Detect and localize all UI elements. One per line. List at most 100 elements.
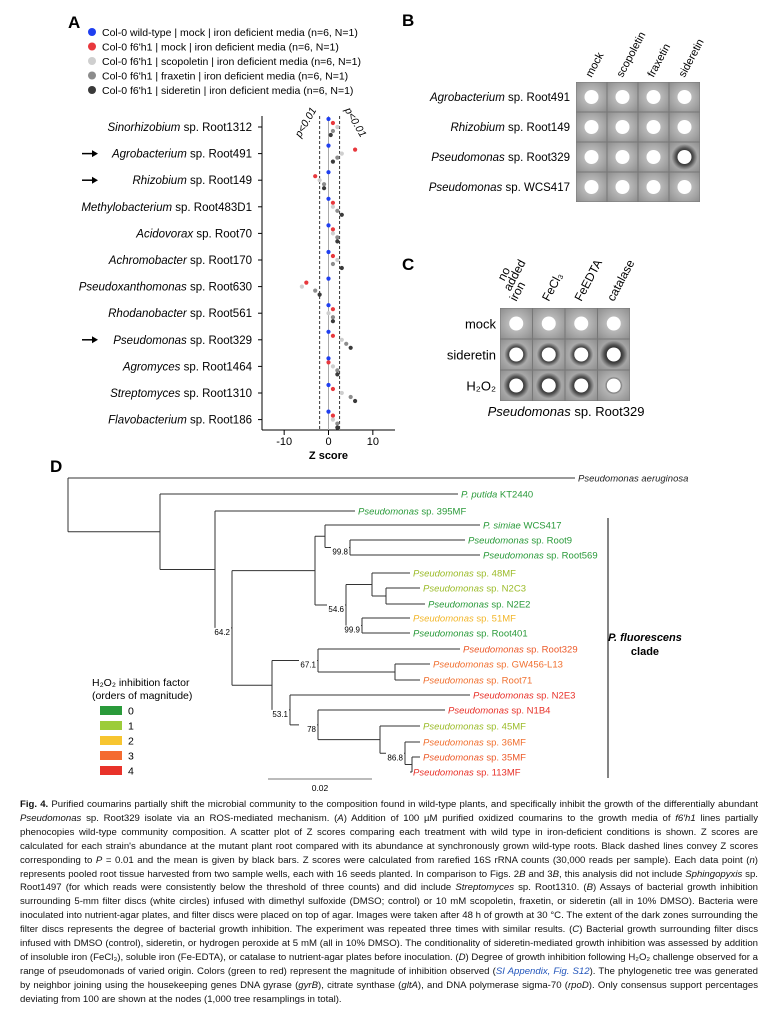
caption-text: Purified coumarins partially shift the m… (48, 799, 759, 810)
genus: Pseudomonas (423, 722, 484, 733)
caption-text: rpoD (567, 979, 589, 991)
strain-label: Rhizobium sp. Root149 (132, 175, 252, 187)
strain: sp. Root71 (484, 676, 533, 687)
strain: sp. Root329 (524, 645, 578, 656)
strain-label: Pseudoxanthomonas sp. Root630 (79, 282, 252, 294)
support-value: 53.1 (272, 710, 288, 719)
row-label: Agrobacterium sp. Root491 (429, 92, 570, 104)
caption-text: C (572, 924, 580, 936)
strain-label: Agrobacterium sp. Root491 (111, 149, 252, 161)
clade-name: P. fluorescens (608, 632, 682, 644)
genus: Pseudomonas (358, 507, 419, 518)
legend-swatch (100, 766, 122, 775)
genus: Rhizobium (450, 122, 505, 134)
z-score-point (330, 413, 336, 418)
caption-text: ) Assays of bacterial growth inhibition … (20, 882, 759, 936)
x-tick-label: 0 (325, 436, 331, 448)
strain: sp. 35MF (484, 753, 526, 764)
filter-disc (677, 120, 692, 134)
strain-label: Flavobacterium sp. Root186 (108, 415, 252, 427)
strain: sp. Root401 (474, 629, 528, 640)
genus: Pseudomonas (423, 676, 484, 687)
filter-disc (677, 180, 692, 194)
z-score-point (353, 147, 358, 152)
caption-text: f6′h1 (675, 812, 696, 824)
caption-text: ) Addition of 100 µM purified oxidized c… (343, 812, 676, 824)
filter-disc (646, 180, 661, 194)
filter-disc (584, 180, 599, 194)
support-value: 64.2 (214, 628, 230, 637)
strain: sp. Root149 (505, 122, 570, 134)
support-bg (271, 708, 289, 719)
filter-disc (584, 90, 599, 104)
strain: sp. Root329 (187, 335, 252, 347)
genus: P. putida (461, 490, 497, 501)
z-score-point (304, 280, 309, 285)
strain: sp. Root1310 (180, 388, 252, 400)
strain: sp. GW456-L13 (494, 660, 563, 671)
legend-label: 0 (128, 706, 134, 718)
legend-label: Col-0 f6'h1 | scopoletin | iron deficien… (102, 56, 361, 68)
z-score-point (326, 382, 331, 388)
filter-disc (584, 120, 599, 134)
z-score-point (330, 128, 336, 134)
caption-text: sp. Root1497 (for which reads were consi… (20, 868, 758, 894)
leaf-label: Pseudomonas sp. 36MF (423, 738, 526, 749)
strain: sp. Root1312 (180, 122, 252, 134)
clade-word: clade (631, 646, 659, 658)
row-label: Rhizobium sp. Root149 (450, 122, 570, 134)
strain: sp. Root491 (505, 92, 570, 104)
genus: Pseudomonas (428, 600, 489, 611)
strain: sp. Root329 (505, 152, 570, 164)
leaf-label: Pseudomonas sp. 51MF (413, 614, 516, 625)
caption-text: ) Bacterial growth surrounding filter di… (20, 924, 758, 963)
leaf-label: Pseudomonas sp. GW456-L13 (433, 660, 563, 671)
strain-label: Agromyces sp. Root1464 (122, 361, 253, 373)
z-score-point (330, 315, 336, 320)
legend-label: 4 (128, 766, 134, 778)
strain: sp. Root170 (187, 255, 252, 267)
caption-text: ) Degree of growth inhibition following … (20, 951, 758, 977)
z-score-point (335, 235, 340, 240)
row-label: Pseudomonas sp. WCS417 (429, 182, 570, 194)
filter-disc (541, 347, 556, 362)
caption-text: ), citrate synthase ( (318, 979, 402, 991)
caption-text: ). Only consensus support percentages de… (20, 979, 759, 1005)
row-label: mock (465, 317, 497, 332)
leaf-label: P. simiae WCS417 (483, 521, 562, 532)
z-score-point (321, 182, 327, 187)
scale-label: 0.02 (312, 783, 329, 793)
caption-text[interactable]: SI Appendix, Fig. S12 (495, 965, 590, 977)
genus: Pseudomonas (473, 691, 534, 702)
support-bg (327, 604, 345, 614)
support-value: 86.8 (387, 753, 403, 762)
z-score-point (328, 132, 333, 138)
leaf-label: Pseudomonas sp. 113MF (413, 768, 521, 779)
legend-label: Col-0 wild-type | mock | iron deficient … (102, 27, 358, 39)
legend-swatch (88, 57, 96, 65)
z-score-point (330, 319, 336, 324)
legend-swatch (100, 736, 122, 745)
filter-disc (677, 150, 692, 164)
strain: sp. Root561 (187, 308, 252, 320)
legend-label: 3 (128, 751, 134, 763)
z-score-point (313, 174, 318, 179)
strain: sp. Root483D1 (172, 202, 252, 214)
filter-disc (646, 150, 661, 164)
genus: Agrobacterium (429, 92, 505, 104)
support-bg (299, 723, 317, 734)
genus: Streptomyces (110, 388, 181, 400)
strain: sp. Root1464 (180, 361, 252, 373)
legend-swatch (100, 751, 122, 760)
filter-disc (541, 378, 556, 393)
genus: Pseudomonas (413, 614, 474, 625)
leaf-label: Pseudomonas sp. 48MF (413, 569, 516, 580)
z-score-point (344, 341, 349, 346)
legend-label: 2 (128, 736, 134, 748)
column-header: FeCl₃ (539, 270, 566, 303)
legend-swatch (88, 86, 96, 94)
strain: sp. 51MF (474, 614, 516, 625)
strain-label: Achromobacter sp. Root170 (108, 255, 252, 267)
leaf-label: Pseudomonas sp. Root9 (468, 536, 572, 547)
